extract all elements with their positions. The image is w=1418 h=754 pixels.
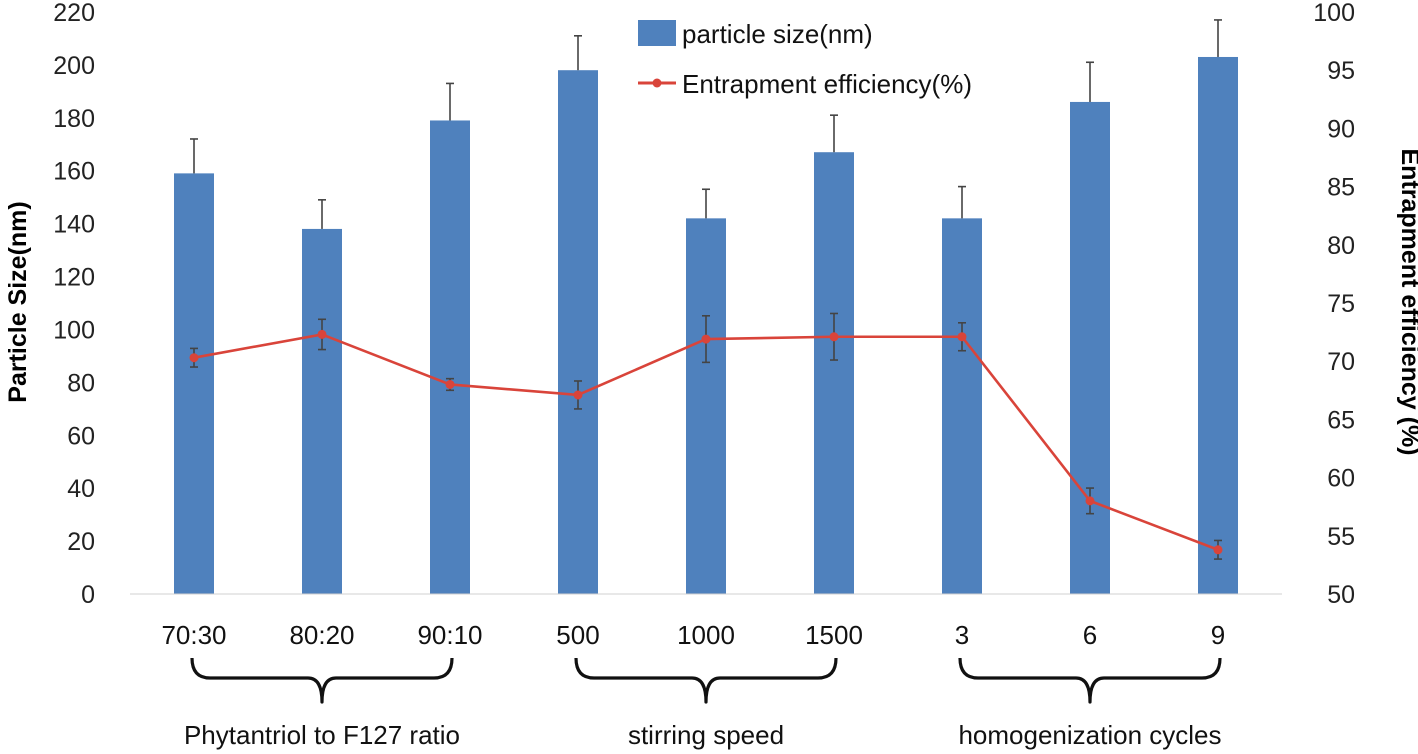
line-point	[189, 353, 199, 363]
y-tick-label: 120	[53, 264, 95, 292]
y2-tick-label: 80	[1327, 232, 1355, 260]
right-axis-ticks: 50 55 60 65 70 75 80 85 90 95 100	[1313, 0, 1355, 609]
group-label: Phytantriol to F127 ratio	[184, 720, 460, 750]
line-point	[701, 334, 711, 344]
bar-series	[174, 19, 1238, 595]
y-tick-label: 200	[53, 52, 95, 80]
category-label: 9	[1211, 620, 1225, 650]
category-label: 70:30	[161, 620, 226, 650]
y2-tick-label: 90	[1327, 115, 1355, 143]
y2-tick-label: 55	[1327, 523, 1355, 551]
legend: particle size(nm) Entrapment efficiency(…	[638, 19, 972, 99]
y2-tick-label: 100	[1313, 0, 1355, 27]
category-labels: 70:30 80:20 90:10 500 1000 1500 3 6 9	[161, 620, 1225, 650]
line-point	[829, 332, 839, 342]
category-label: 1000	[677, 620, 735, 650]
category-label: 1500	[805, 620, 863, 650]
line-point	[957, 332, 967, 342]
category-label: 6	[1083, 620, 1097, 650]
category-label: 500	[556, 620, 599, 650]
left-axis-ticks: 0 20 40 60 80 100 120 140 160 180 200 220	[53, 0, 95, 609]
group-brackets: Phytantriol to F127 ratio stirring speed h…	[184, 657, 1222, 750]
y-tick-label: 0	[81, 581, 95, 609]
bar	[430, 120, 470, 595]
group-label: homogenization cycles	[958, 720, 1221, 750]
line-point	[1085, 496, 1095, 506]
y-tick-label: 180	[53, 105, 95, 133]
y2-tick-label: 85	[1327, 174, 1355, 202]
y2-tick-label: 50	[1327, 581, 1355, 609]
bar	[302, 228, 342, 594]
y2-tick-label: 75	[1327, 290, 1355, 318]
y-tick-label: 220	[53, 0, 95, 27]
line-point	[317, 329, 327, 339]
bar	[686, 218, 726, 594]
y-tick-label: 140	[53, 211, 95, 239]
y2-tick-label: 60	[1327, 465, 1355, 493]
bar	[1070, 101, 1110, 594]
group-bracket	[958, 657, 1222, 704]
y-tick-label: 100	[53, 316, 95, 344]
legend-line-label: Entrapment efficiency(%)	[682, 69, 972, 99]
y-tick-label: 160	[53, 158, 95, 186]
y2-tick-label: 65	[1327, 406, 1355, 434]
right-axis-title: Entrapment efficiency (%)	[1396, 148, 1418, 455]
category-label: 3	[955, 620, 969, 650]
category-label: 80:20	[289, 620, 354, 650]
line-point	[573, 390, 583, 400]
line-series	[189, 312, 1223, 560]
group-label: stirring speed	[628, 720, 784, 750]
bar	[174, 173, 214, 594]
y-tick-label: 40	[67, 475, 95, 503]
legend-bar-label: particle size(nm)	[682, 19, 873, 49]
y-tick-label: 60	[67, 422, 95, 450]
bar	[942, 218, 982, 594]
y2-tick-label: 70	[1327, 348, 1355, 376]
legend-bar-swatch	[638, 20, 676, 46]
group-bracket	[190, 657, 454, 704]
group-bracket	[574, 657, 838, 704]
line-point	[445, 379, 455, 389]
left-axis-title: Particle Size(nm)	[4, 201, 32, 402]
y-tick-label: 20	[67, 528, 95, 556]
y2-tick-label: 95	[1327, 57, 1355, 85]
legend-line-marker	[652, 78, 662, 88]
category-label: 90:10	[417, 620, 482, 650]
bar	[1198, 56, 1238, 595]
y-tick-label: 80	[67, 369, 95, 397]
line-point	[1213, 545, 1223, 555]
bar	[814, 152, 854, 594]
bar	[558, 70, 598, 594]
